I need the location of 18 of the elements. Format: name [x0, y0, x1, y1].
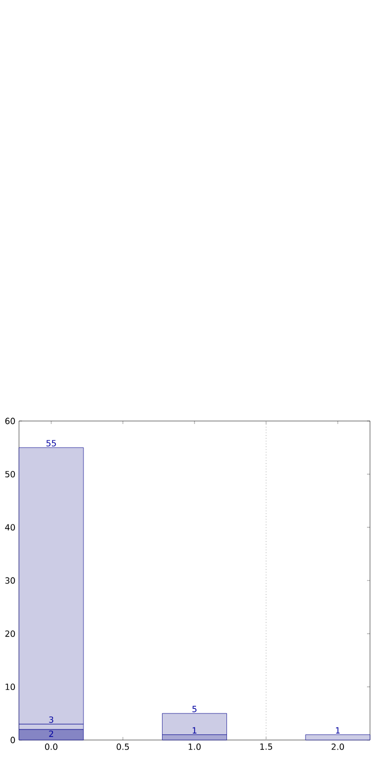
x-tick-label: 1.5	[260, 744, 272, 750]
y-tick-label: 20	[5, 630, 15, 637]
annotation: 1	[336, 727, 340, 734]
y-tick-label: 40	[5, 524, 15, 531]
annotation: 55	[46, 440, 56, 446]
x-tick-label: 0.0	[45, 744, 58, 750]
y-tick-label: 0	[10, 736, 15, 744]
annotation: 3	[49, 716, 54, 723]
y-tick-label: 50	[5, 470, 15, 478]
y-tick-label: 30	[5, 577, 15, 584]
annotation: 2	[49, 730, 54, 737]
x-tick-label: 2.0	[332, 744, 344, 750]
annotation: 5	[192, 706, 196, 712]
x-tick-label: 0.5	[116, 744, 129, 750]
annotation: 1	[192, 727, 196, 734]
y-tick-label: 60	[5, 418, 15, 424]
y-tick-label: 10	[6, 684, 15, 690]
x-tick-label: 1.0	[188, 744, 201, 750]
